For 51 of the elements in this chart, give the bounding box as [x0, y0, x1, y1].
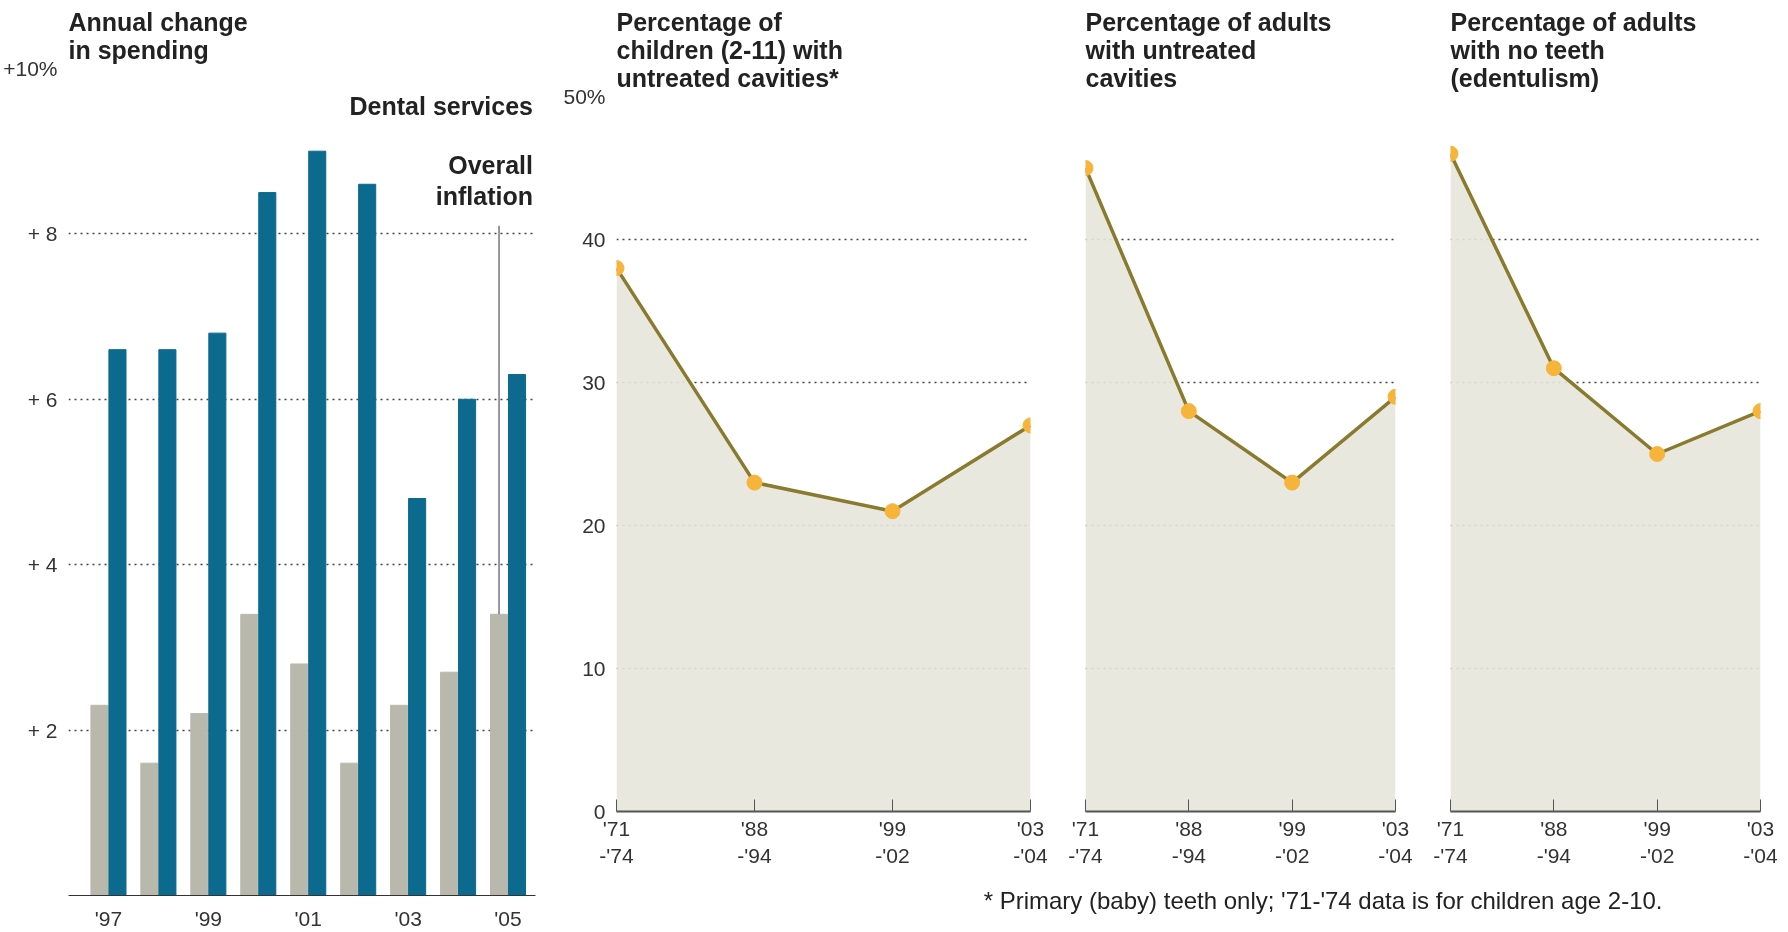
x-tick-label: '99 -'02	[1639, 816, 1675, 868]
bar	[390, 704, 409, 896]
bar	[108, 349, 127, 896]
bar	[358, 183, 377, 896]
bar	[507, 373, 527, 896]
y-tick-label: 10	[582, 657, 606, 680]
x-tick-label: '97	[94, 906, 123, 930]
series-label: Dental services	[349, 91, 534, 120]
y-tick-label: 30	[582, 371, 606, 394]
y-tick-label: + 4	[27, 553, 58, 577]
x-tick-label: '88 -'94	[737, 816, 772, 868]
chart-title: Percentage of adults with untreated cavities	[1084, 7, 1332, 92]
chart-title: Percentage of adults with no teeth (edentulism)	[1449, 7, 1697, 92]
x-tick-label: '03 -'04	[1743, 816, 1778, 868]
bar	[458, 398, 477, 896]
y-tick-label: 40	[582, 228, 606, 251]
bar	[240, 613, 259, 896]
y-tick-label: +10%	[3, 57, 58, 80]
bar	[440, 671, 459, 896]
x-tick-label: '03	[394, 906, 422, 930]
bar	[340, 762, 359, 896]
bar	[308, 150, 327, 896]
x-tick-label: '71 -'74	[1068, 816, 1103, 868]
bar	[90, 704, 109, 896]
x-tick-label: '71 -'74	[1433, 816, 1468, 868]
x-tick-label: '05	[494, 906, 522, 930]
x-tick-label: '03 -'04	[1378, 816, 1413, 868]
bar	[490, 613, 509, 896]
bar	[208, 332, 227, 896]
y-tick-label: + 8	[27, 222, 58, 246]
x-tick-label: '01	[294, 906, 322, 930]
bar	[290, 663, 309, 896]
x-tick-label: '88 -'94	[1171, 816, 1207, 868]
y-tick-label: + 2	[27, 718, 58, 742]
bar	[408, 498, 427, 896]
chart-title: Annual change in spending	[68, 7, 248, 64]
x-tick-label: '99	[194, 906, 223, 930]
x-tick-label: '99 -'02	[1274, 816, 1310, 868]
bar	[158, 349, 177, 896]
x-tick-label: '03 -'04	[1013, 816, 1048, 868]
y-tick-label: + 6	[27, 387, 58, 411]
y-tick-label: 20	[582, 514, 606, 537]
bar	[190, 713, 209, 896]
bar	[258, 192, 277, 896]
chart-title: Percentage of children (2-11) with untreated cavities*	[616, 7, 843, 92]
y-tick-label: 50%	[563, 85, 606, 108]
text: * Primary (baby) teeth only; '71-'74 data is for children age 2-10.	[983, 887, 1663, 914]
text: Overall inflation	[435, 150, 534, 210]
x-tick-label: '88 -'94	[1536, 816, 1572, 868]
bar	[140, 762, 159, 896]
x-tick-label: '99 -'02	[875, 816, 910, 868]
